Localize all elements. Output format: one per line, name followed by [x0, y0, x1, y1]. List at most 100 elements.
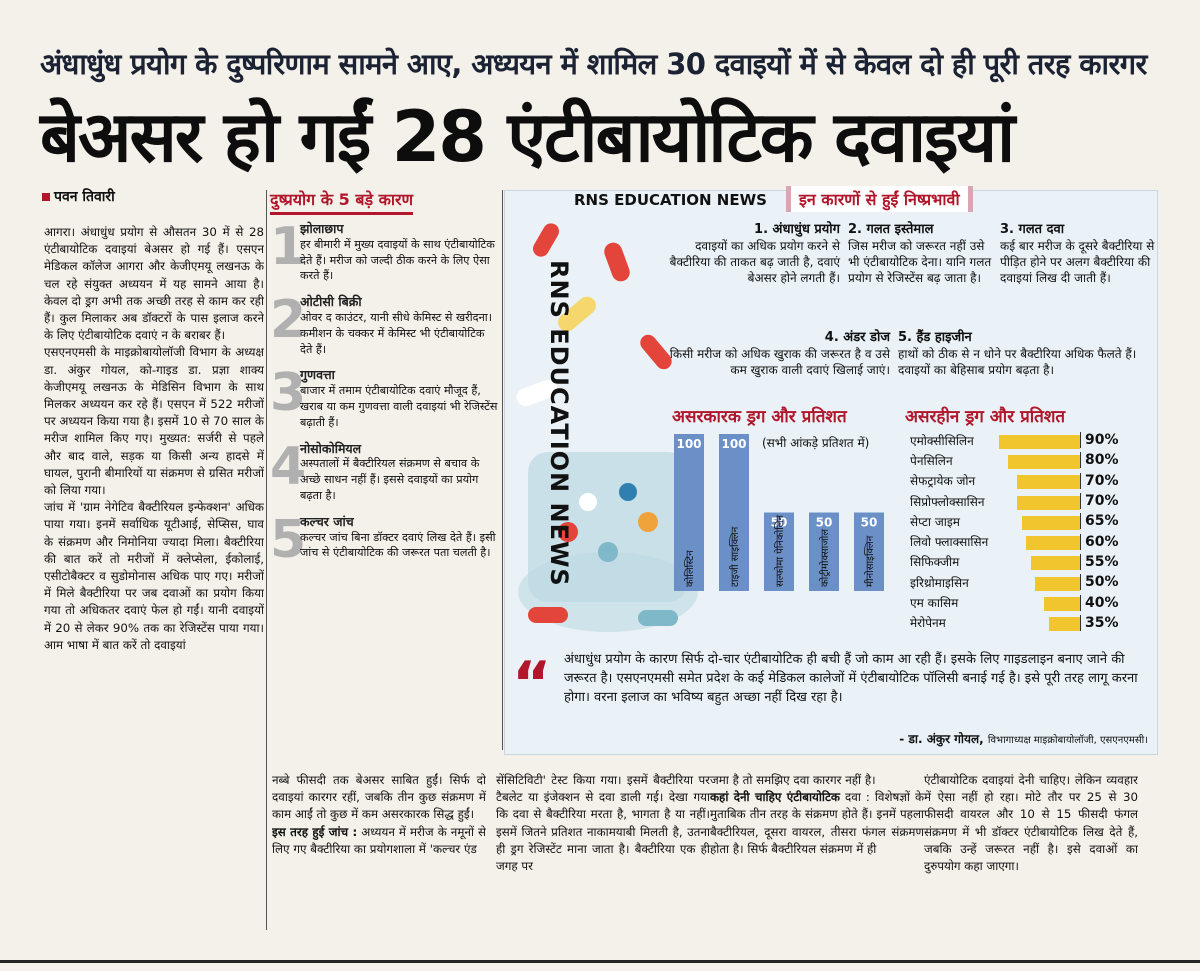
cause-number: 4 [270, 436, 307, 497]
bar-mark [1008, 454, 1080, 469]
bar-value-label: 70% [1080, 472, 1125, 489]
reason-item: 3. गलत दवा कई बार मरीज के दूसरे बैक्टीरिय… [1000, 222, 1155, 286]
watermark: RNS EDUCATION NEWS [545, 260, 573, 587]
subheading: इस तरह हुई जांच : [272, 824, 358, 839]
bar-category-label: एम कासिम [910, 594, 1080, 612]
chart1-note: (सभी आंकड़े प्रतिशत में) [762, 436, 870, 450]
cause-item: 5 कल्चर जांच कल्चर जांच बिना डॉक्टर दवाएं … [270, 514, 500, 566]
quote-box: “ अंधाधुंध प्रयोग के कारण सिर्फ दो-चार ए… [512, 650, 1154, 750]
reason-item: 1. अंधाधुंध प्रयोग दवाइयों का अधिक प्रयोग… [668, 222, 840, 286]
bar-category-label: लिवो फ्लाक्सासिन [910, 533, 1080, 551]
paragraph: अध्ययन में मरीज के नमूनों से लिए गए बैक्… [272, 824, 486, 856]
cause-item: 4 नोसोकोमियल अस्पतालों में बैक्टीरियल संक्… [270, 436, 500, 504]
cause-desc: ओवर द काउंटर, यानी सीधे केमिस्ट से खरीदन… [300, 310, 492, 356]
paragraph: जांच में 'ग्राम नेगेटिव बैक्टीरियल इन्फे… [44, 500, 264, 652]
column-divider [266, 190, 267, 930]
article-column-5: एंटीबायोटिक दवाइयां देनी चाहिए। लेकिन व्… [924, 772, 1138, 932]
bar-category-label: इरिथ्रोमाइसिन [910, 574, 1080, 591]
cause-title: ओटीसी बिक्री [300, 294, 362, 310]
brand-label: RNS EDUCATION NEWS [574, 191, 767, 209]
bar-category-label: सल्फोमा पेनिकोलिन [774, 514, 786, 587]
pill-shape [516, 379, 558, 407]
byline-square-icon [42, 193, 50, 201]
column-divider [502, 190, 503, 750]
article-column-1: आगरा। अंधाधुंध प्रयोग से औसतन 30 में से … [44, 224, 264, 924]
causes-box: दुष्प्रयोग के 5 बड़े कारण 1 झोलाछाप हर बीम… [270, 188, 500, 748]
kicker-headline: अंधाधुंध प्रयोग के दुष्परिणाम सामने आए, … [40, 47, 1147, 81]
cause-title: कल्चर जांच [300, 513, 354, 529]
bar-category-label: एमोक्सीसिलिन [910, 432, 1080, 449]
bar-mark [1021, 515, 1080, 530]
cause-desc: हर बीमारी में मुख्य दवाइयों के साथ एंटीब… [300, 237, 495, 283]
reasons-tag: इन कारणों से हुईं निष्प्रभावी [786, 186, 973, 212]
bar-mark [1044, 597, 1080, 612]
cause-desc: बाजार में तमाम एंटीबायोटिक दवाएं मौजूद ह… [300, 384, 498, 429]
reason-title: 5. हैंड हाइजीन [898, 330, 972, 345]
cause-desc: कल्चर जांच बिना डॉक्टर दवाएं लिख देते है… [300, 530, 496, 560]
bar-category-label: पेनसिलिन [910, 452, 1080, 469]
bar-row: पेनसिलिन 80% [910, 450, 1160, 470]
bar-category-label: सेफट्रायेक जोन [910, 472, 1080, 490]
bar-value-label: 50 [861, 516, 878, 530]
bar-value-label: 35% [1080, 614, 1125, 631]
bar-value-label: 60% [1080, 533, 1125, 550]
reason-desc: हाथों को ठीक से न धोने पर बैक्टीरिया अधि… [898, 347, 1137, 377]
paragraph: आगरा। अंधाधुंध प्रयोग से औसतन 30 में से … [44, 225, 264, 343]
bar-category-label: मेरोपेनम [910, 614, 1080, 632]
cause-number: 1 [270, 217, 307, 277]
main-headline: बेअसर हो गईं 28 एंटीबायोटिक दवाइयां [40, 96, 1015, 178]
reason-desc: कई बार मरीज के दूसरे बैक्टीरिया से पीड़ि… [1000, 239, 1155, 285]
bar-category-label: टाइजी साइक्लिन [729, 526, 741, 587]
bar-category-label: सेप्टा जाइम [910, 513, 1080, 530]
paragraph: सेंसिटिविटी' टेस्ट किया गया। इसमें बैक्ट… [496, 773, 710, 874]
pill-shape [533, 223, 559, 257]
bar-row: सेफट्रायेक जोन 70% [910, 471, 1160, 491]
bar-mark [1026, 536, 1080, 551]
bar-mark [1017, 495, 1080, 510]
article-column-4: जमा है तो समझिए दवा कारगर नहीं है। कहां … [710, 772, 924, 932]
pill-shape [638, 512, 658, 532]
cause-title: नोसोकोमियल [300, 440, 362, 456]
pill-shape [604, 242, 630, 282]
bar-value-label: 40% [1080, 594, 1125, 611]
causes-title: दुष्प्रयोग के 5 बड़े कारण [270, 188, 414, 215]
reason-desc: जिस मरीज को जरूरत नहीं उसे भी एंटीबायोटि… [848, 239, 992, 285]
bottom-rule [0, 960, 1200, 963]
bar-row: इरिथ्रोमाइसिन 50% [910, 572, 1160, 592]
bar-row: सेप्टा जाइम 65% [910, 511, 1160, 531]
bar-value-label: 50 [771, 516, 788, 530]
quote-author: - डा. अंकुर गोयल, [899, 732, 984, 746]
bar-row: सिप्रोफ्लोक्सासिन 70% [910, 491, 1160, 511]
cause-desc: अस्पतालों में बैक्टीरियल संक्रमण से बचाव… [300, 457, 480, 502]
quote-icon: “ [512, 649, 552, 719]
bar-value-label: 80% [1080, 452, 1125, 469]
pill-shape [528, 607, 568, 623]
reason-item: 2. गलत इस्तेमाल जिस मरीज को जरूरत नहीं उस… [848, 222, 996, 286]
cause-item: 3 गुणवत्ता बाजार में तमाम एंटीबायोटिक दवाए… [270, 367, 500, 430]
cause-number: 5 [270, 509, 307, 570]
paragraph: एंटीबायोटिक दवाइयां देनी चाहिए। लेकिन व्… [924, 773, 1138, 874]
bar-mark [809, 512, 839, 591]
bar-value-label: 100 [676, 437, 701, 451]
pill-shape [598, 542, 618, 562]
article-column-2: नब्बे फीसदी तक बेअसर साबित हुईं। सिर्फ द… [272, 772, 486, 932]
bar-value-label: 70% [1080, 493, 1125, 510]
bar-row: लिवो फ्लाक्सासिन 60% [910, 531, 1160, 551]
bar-mark [764, 512, 794, 591]
paragraph: नब्बे फीसदी तक बेअसर साबित हुईं। सिर्फ द… [272, 773, 486, 822]
cause-item: 2 ओटीसी बिक्री ओवर द काउंटर, यानी सीधे केम… [270, 294, 500, 357]
reason-title: 3. गलत दवा [1000, 222, 1065, 237]
bar-row: एम कासिम 40% [910, 592, 1160, 612]
bar-category-label: कोट्रीमोक्साजोल [819, 529, 831, 587]
bar-mark [1017, 475, 1080, 490]
reason-desc: दवाइयों का अधिक प्रयोग करने से बैक्टीरिय… [669, 239, 840, 285]
cause-title: गुणवत्ता [300, 367, 335, 383]
paragraph: दवा : विशेषज्ञों के मुताबिक तीन तरह के स… [710, 790, 924, 856]
reason-title: 1. अंधाधुंध प्रयोग [754, 222, 840, 237]
bar-category-label: सिप्रोफ्लोक्सासिन [910, 493, 1080, 510]
pill-shape [579, 493, 597, 511]
bar-value-label: 50% [1080, 574, 1125, 591]
byline: पवन तिवारी [42, 187, 115, 206]
pill-shape [640, 334, 672, 370]
